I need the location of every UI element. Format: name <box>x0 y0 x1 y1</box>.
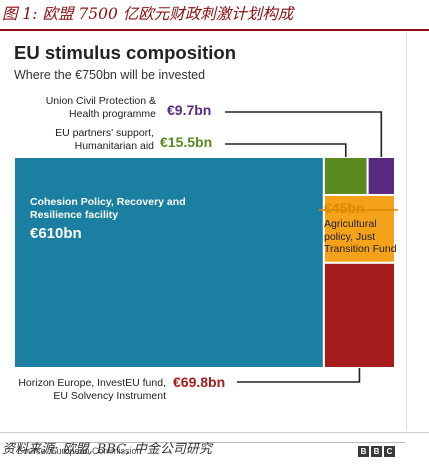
value-partners: €15.5bn <box>160 134 213 150</box>
bbc-logo-b2: B <box>371 446 382 457</box>
bbc-logo-b1: B <box>358 446 369 457</box>
figure-source: 资料来源: 欧盟, BBC, 中金公司研究 <box>2 442 212 457</box>
leader-civil <box>225 111 383 157</box>
tile-cohesion <box>13 156 325 369</box>
treemap-plot <box>13 111 398 383</box>
figure-title-rule <box>0 29 429 31</box>
label-civil: Union Civil Protection & Health programm… <box>45 95 156 120</box>
chart-panel: EU stimulus composition Where the €750bn… <box>3 32 406 457</box>
value-agri: €45bn <box>324 200 365 216</box>
label-agri: Agricultural policy, Just Transition Fun… <box>324 218 397 255</box>
panel-right-border <box>406 32 407 430</box>
source-divider <box>12 442 405 443</box>
tile-civil <box>366 156 397 196</box>
figure-title: 图 1: 欧盟 7500 亿欧元财政刺激计划构成 <box>2 5 294 23</box>
value-cohesion: €610bn <box>30 225 82 242</box>
bbc-logo-c: C <box>384 446 395 457</box>
label-cohesion: Cohesion Policy, Recovery and Resilience… <box>30 196 186 221</box>
tile-agri <box>322 193 397 264</box>
leader-horizon <box>237 368 361 383</box>
value-horizon: €69.8bn <box>173 374 226 390</box>
chart-subtitle: Where the €750bn will be invested <box>14 68 206 82</box>
chart-title: EU stimulus composition <box>14 42 237 63</box>
tile-partners <box>322 156 369 196</box>
chart-source: Source: European Commission <box>17 446 142 456</box>
tile-horizon <box>322 261 397 369</box>
leader-partners <box>225 143 347 157</box>
label-partners: EU partners' support, Humanitarian aid <box>55 127 154 152</box>
value-civil: €9.7bn <box>167 102 212 118</box>
figure-bottom-rule <box>0 432 429 433</box>
label-horizon: Horizon Europe, InvestEU fund, EU Solven… <box>18 377 166 402</box>
